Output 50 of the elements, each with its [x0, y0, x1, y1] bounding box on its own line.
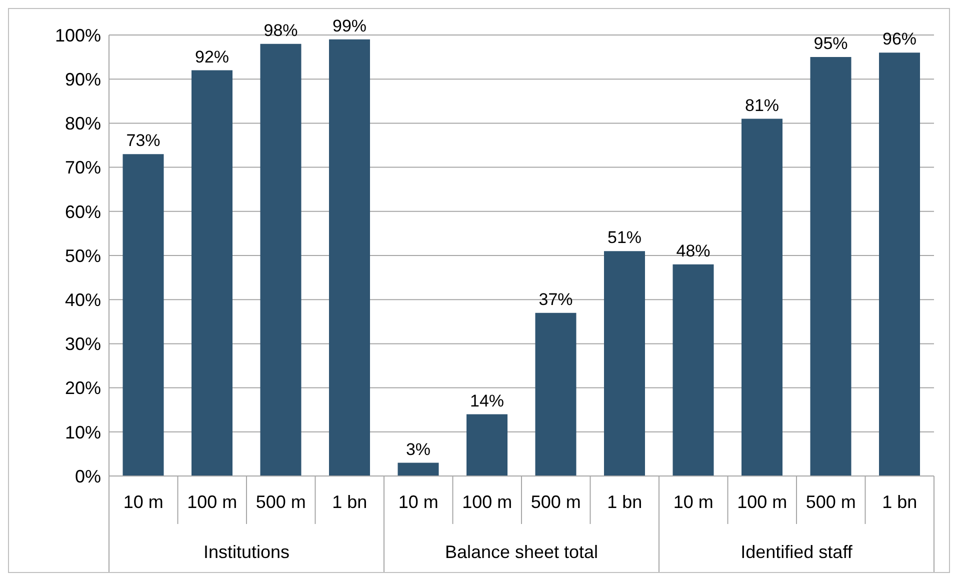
data-label: 3% — [406, 440, 431, 459]
x-tick-label: 1 bn — [332, 492, 368, 512]
data-label: 73% — [126, 131, 160, 150]
y-tick-label: 70% — [64, 158, 101, 178]
data-label: 14% — [470, 391, 504, 410]
y-tick-label: 60% — [64, 202, 101, 222]
bar — [260, 44, 302, 476]
y-tick-label: 50% — [64, 246, 101, 266]
x-tick-label: 500 m — [806, 492, 856, 512]
y-tick-label: 100% — [54, 25, 101, 46]
data-label: 99% — [332, 16, 367, 36]
x-tick-label: 1 bn — [882, 492, 918, 512]
data-label: 37% — [538, 290, 573, 309]
y-tick-label: 40% — [64, 290, 101, 310]
data-label: 96% — [882, 30, 917, 49]
bar — [810, 57, 852, 476]
data-label: 48% — [676, 241, 710, 260]
x-tick-label: 10 m — [673, 492, 714, 512]
y-tick-label: 20% — [64, 378, 101, 398]
text: Institutions — [203, 542, 290, 562]
bar — [879, 52, 920, 476]
data-label: 81% — [744, 96, 780, 115]
x-tick-label: 100 m — [737, 492, 788, 512]
x-tick-label: 10 m — [398, 492, 438, 512]
x-tick-label: 100 m — [187, 492, 238, 512]
y-tick-label: 30% — [64, 334, 101, 354]
bar — [466, 414, 508, 476]
bar — [329, 39, 370, 476]
data-label: 51% — [607, 228, 642, 248]
data-label: 92% — [194, 47, 230, 66]
text: Identified staff — [740, 542, 854, 562]
bar — [672, 264, 714, 476]
text: Balance sheet total — [444, 542, 598, 562]
bar — [742, 118, 782, 476]
y-tick-label: 10% — [64, 422, 101, 442]
bar — [122, 154, 164, 476]
bar — [192, 70, 232, 476]
x-tick-label: 500 m — [256, 492, 306, 512]
bar — [604, 251, 645, 476]
bar — [535, 312, 576, 476]
y-tick-label: 80% — [64, 114, 101, 134]
y-tick-label: 90% — [64, 69, 101, 90]
x-tick-label: 100 m — [462, 492, 512, 512]
x-tick-label: 500 m — [530, 492, 581, 512]
data-label: 95% — [814, 34, 848, 54]
x-tick-label: 1 bn — [607, 492, 642, 512]
x-tick-label: 10 m — [123, 492, 164, 512]
data-label: 98% — [264, 20, 298, 40]
y-tick-label: 0% — [74, 466, 101, 486]
bar — [398, 462, 439, 476]
